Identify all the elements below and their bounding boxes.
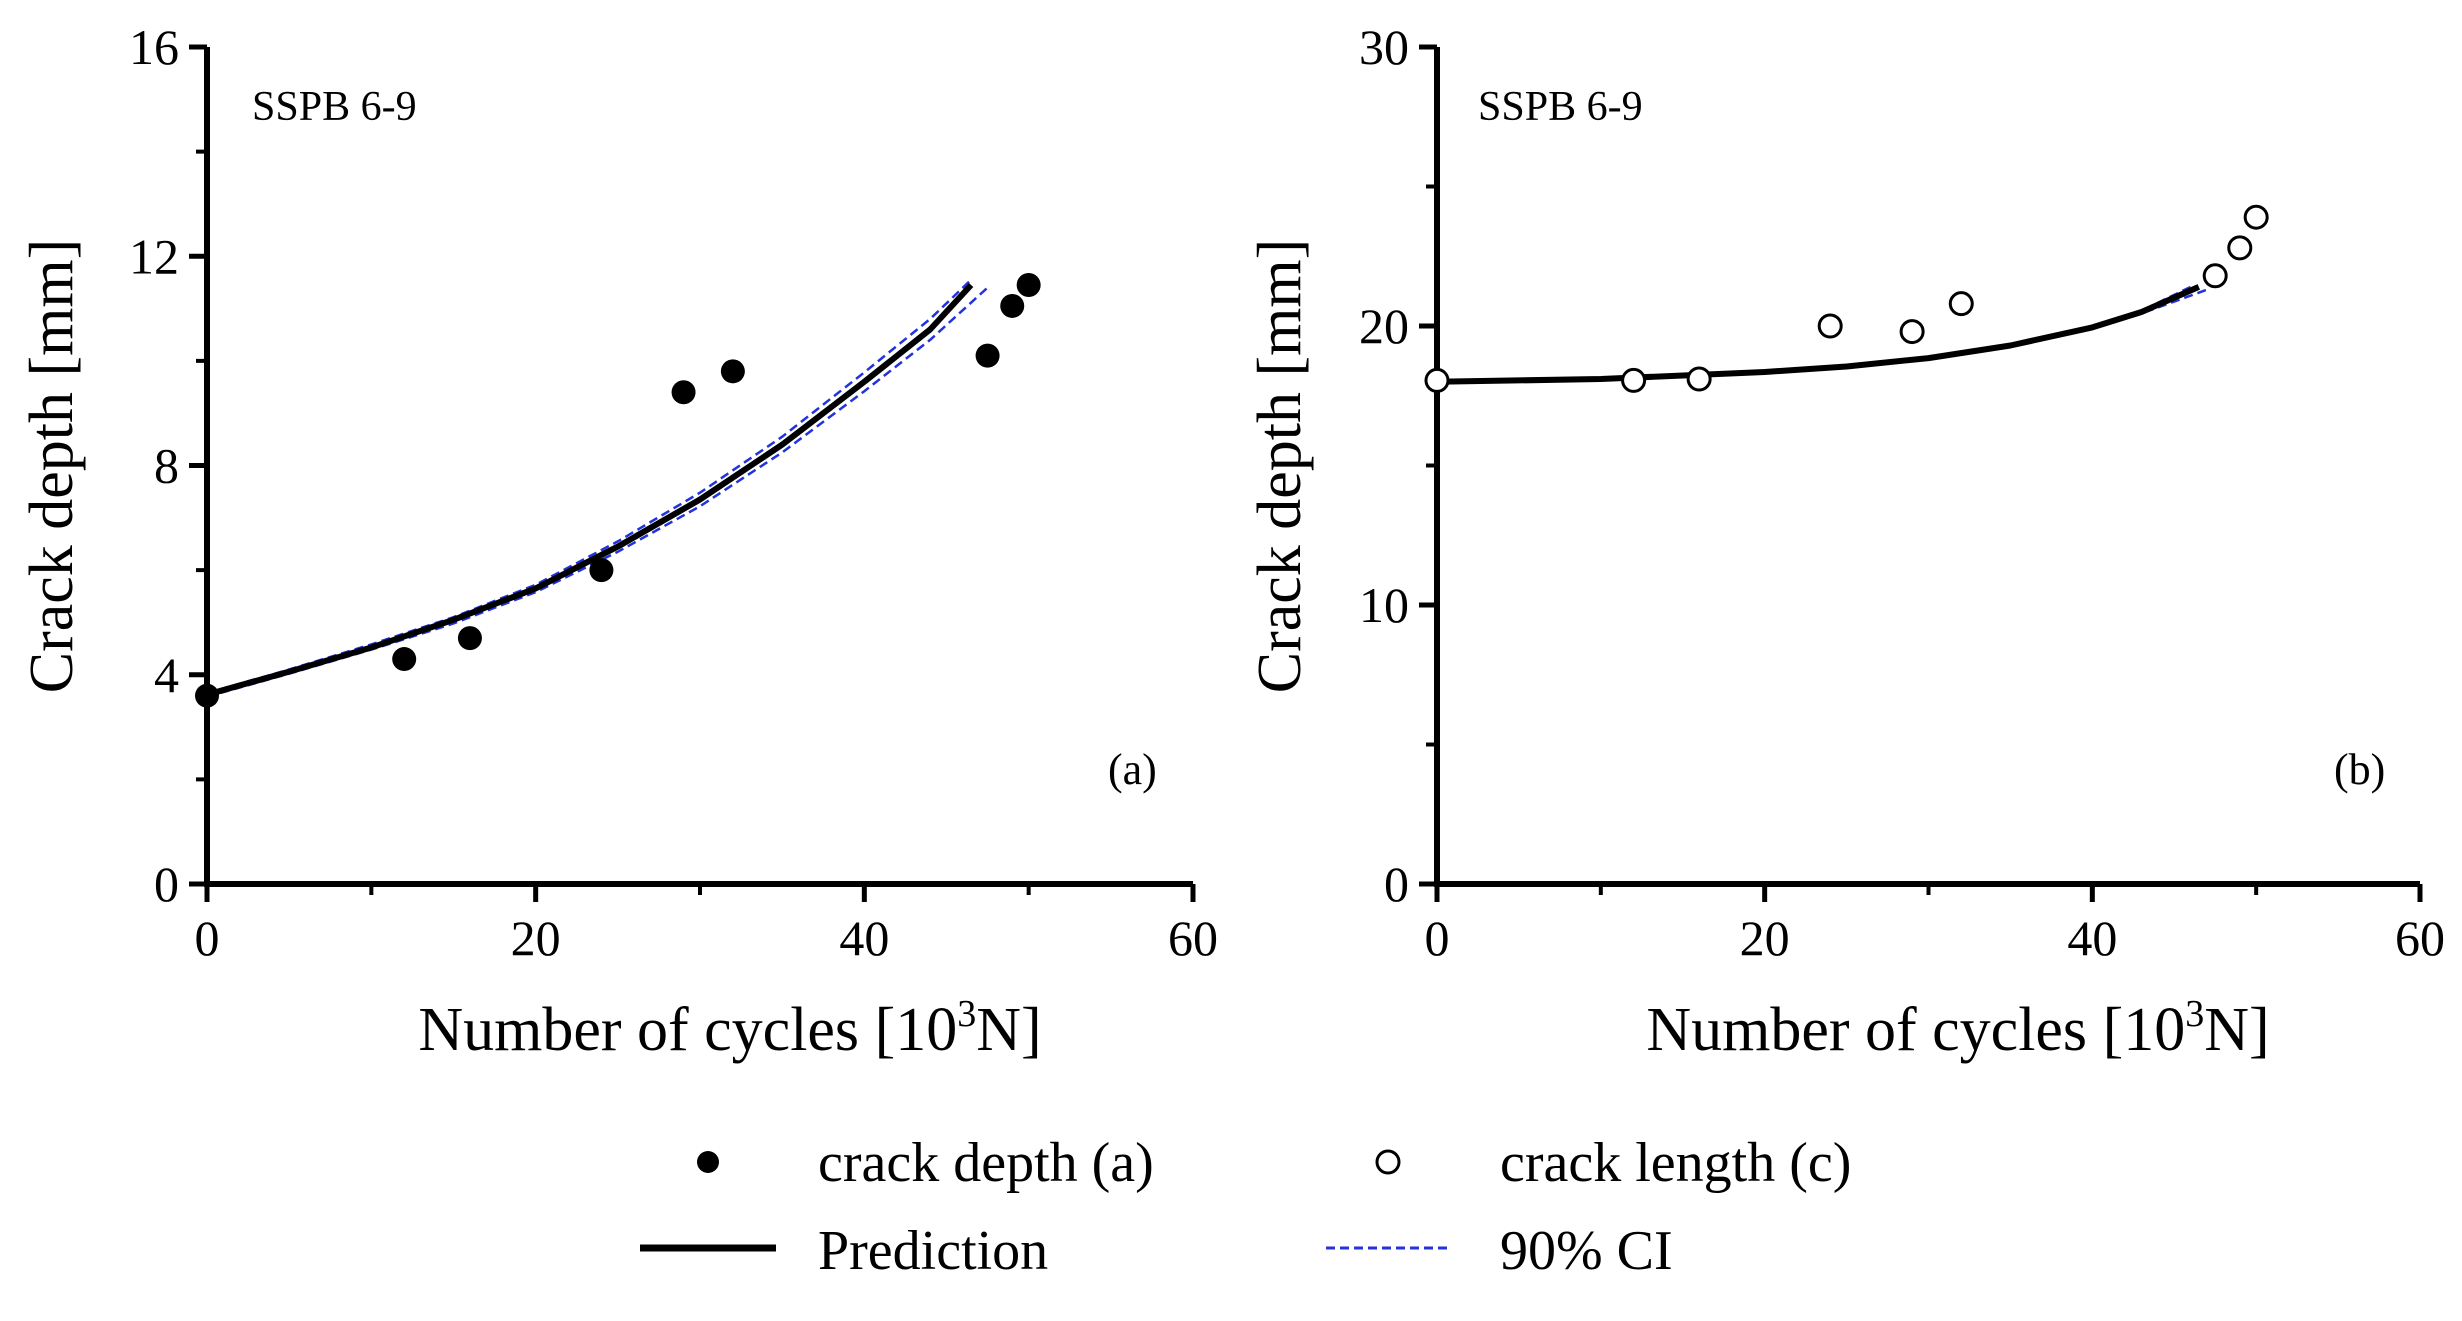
panel-a-data-point xyxy=(589,558,614,583)
panel-a-data-point xyxy=(195,683,219,708)
panel-a-x-tick-label: 20 xyxy=(511,910,561,966)
panel-a-x-axis-label-main: Number of cycles [10 xyxy=(418,996,957,1064)
panel-b-x-axis-label-sup: 3 xyxy=(2185,993,2204,1035)
panel-b-tag: (b) xyxy=(2334,745,2385,794)
panel-b-x-tick-label: 60 xyxy=(2395,910,2445,966)
panel-b-data-point xyxy=(1686,366,1712,392)
legend-open-circle-marker xyxy=(1375,1149,1401,1175)
panel-b-data-point xyxy=(2227,235,2253,261)
panel-a-data-point xyxy=(975,343,1000,368)
panel-a-x-tick-label: 60 xyxy=(1168,910,1218,966)
panel-b-data-point xyxy=(2243,204,2269,230)
legend-filled-circle-marker xyxy=(697,1151,719,1173)
panel-a-y-axis-label: Crack depth [mm] xyxy=(18,239,86,694)
panel-b-y-tick-label: 20 xyxy=(1359,298,1409,354)
panel-b-data-point xyxy=(1424,367,1450,393)
panel-b: SSPB 6-9 (b) Crack depth [mm] Number of … xyxy=(1246,19,2445,1064)
panel-a-x-axis-label-tail: N] xyxy=(976,996,1041,1064)
panel-a-ci-curve xyxy=(206,278,972,695)
panel-a-tag: (a) xyxy=(1108,745,1157,794)
legend: crack depth (a) crack length (c) Predict… xyxy=(640,1132,1851,1282)
panel-a-data-point xyxy=(1016,273,1041,298)
panel-b-y-tick-label: 30 xyxy=(1359,19,1409,75)
panel-a-data-point xyxy=(720,359,745,384)
panel-b-data-point xyxy=(1899,319,1925,345)
panel-a-prediction-curve xyxy=(206,282,974,698)
panel-b-x-tick-label: 40 xyxy=(2067,910,2117,966)
panel-b-prediction-curve xyxy=(1436,284,2201,385)
panel-a-ci-curve xyxy=(206,286,989,698)
panel-a-y-tick-label: 4 xyxy=(154,647,179,703)
panel-a-data-point xyxy=(457,626,482,651)
panel-a-data-point xyxy=(392,647,417,672)
panel-a-y-tick-label: 12 xyxy=(129,228,179,284)
panel-b-data-point xyxy=(2202,263,2228,289)
legend-label-crack-length: crack length (c) xyxy=(1500,1132,1851,1194)
panel-b-x-axis-label: Number of cycles [103N] xyxy=(1646,993,2269,1064)
panel-a: SSPB 6-9 (a) Crack depth [mm] Number of … xyxy=(18,19,1218,1064)
panel-b-x-tick-label: 0 xyxy=(1425,910,1450,966)
panel-a-data-point xyxy=(671,380,696,405)
panel-b-x-axis-label-tail: N] xyxy=(2204,996,2269,1064)
legend-label-prediction: Prediction xyxy=(818,1220,1048,1282)
panel-b-data-point xyxy=(1948,291,1974,317)
panel-a-title: SSPB 6-9 xyxy=(252,84,417,130)
panel-a-y-tick-label: 8 xyxy=(154,438,179,494)
panel-a-x-axis-label-sup: 3 xyxy=(957,993,976,1035)
panel-b-title: SSPB 6-9 xyxy=(1478,84,1643,130)
panel-b-x-tick-label: 20 xyxy=(1740,910,1790,966)
panel-b-y-axis-label: Crack depth [mm] xyxy=(1246,239,1314,694)
panel-a-x-tick-label: 40 xyxy=(839,910,889,966)
legend-label-crack-depth: crack depth (a) xyxy=(818,1132,1154,1194)
legend-label-ci: 90% CI xyxy=(1500,1220,1673,1282)
panel-b-y-tick-label: 10 xyxy=(1359,577,1409,633)
panel-a-y-tick-label: 16 xyxy=(129,19,179,75)
panel-a-x-axis-label: Number of cycles [103N] xyxy=(418,993,1041,1064)
panel-a-y-tick-label: 0 xyxy=(154,856,179,912)
panel-a-data-point xyxy=(1000,293,1025,318)
panel-b-data-point xyxy=(1621,367,1647,393)
panel-b-y-tick-label: 0 xyxy=(1384,856,1409,912)
panel-b-data-point xyxy=(1817,313,1843,339)
panel-a-x-tick-label: 0 xyxy=(195,910,220,966)
panel-b-x-axis-label-main: Number of cycles [10 xyxy=(1646,996,2185,1064)
